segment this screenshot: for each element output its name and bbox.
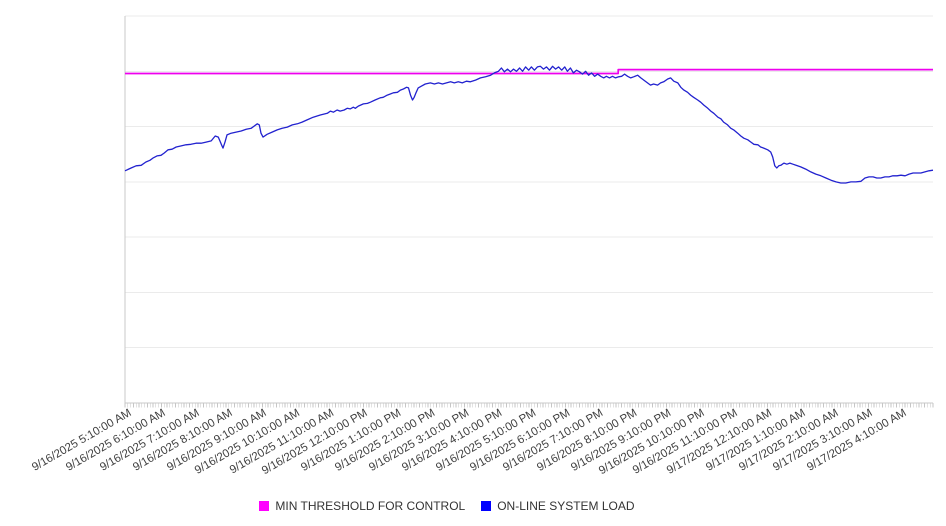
legend-label-min-threshold: MIN THRESHOLD FOR CONTROL xyxy=(275,499,466,513)
legend-item-min-threshold[interactable]: MIN THRESHOLD FOR CONTROL xyxy=(259,499,465,513)
legend-swatch-system-load-icon xyxy=(481,501,492,511)
x-axis-minor-ticks xyxy=(124,403,934,408)
system-load-line xyxy=(124,65,934,184)
legend-label-system-load: ON-LINE SYSTEM LOAD xyxy=(497,499,635,513)
threshold-line xyxy=(125,68,933,75)
legend-swatch-min-threshold-icon xyxy=(259,501,270,511)
legend-item-system-load[interactable]: ON-LINE SYSTEM LOAD xyxy=(481,499,635,513)
legend: MIN THRESHOLD FOR CONTROL ON-LINE SYSTEM… xyxy=(0,499,920,513)
